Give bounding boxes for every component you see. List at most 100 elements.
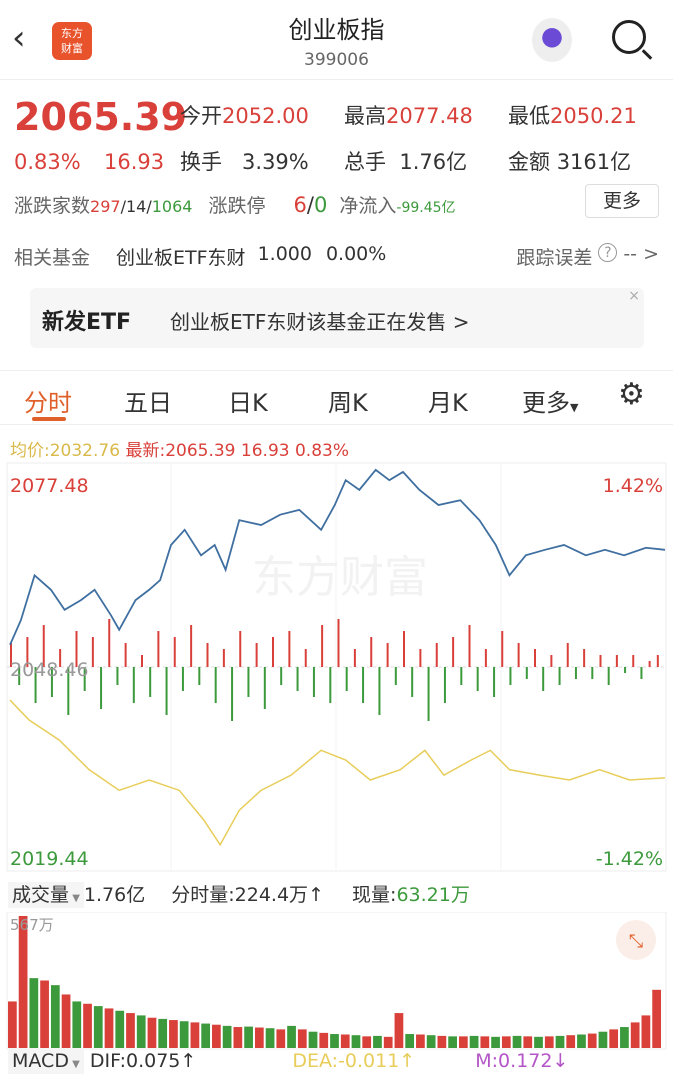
fund-name: 创业板ETF东财 [116, 247, 246, 269]
close-icon[interactable]: × [628, 288, 640, 304]
search-icon[interactable] [612, 20, 646, 54]
volume-chart[interactable]: 567万 ⤡ [0, 912, 673, 1050]
volume-bar [136, 1015, 146, 1048]
volume-bar [587, 1033, 597, 1048]
macd-bar [10, 643, 12, 667]
macd-bar [378, 667, 381, 715]
gear-icon[interactable]: ⚙ [618, 377, 645, 412]
volume-selector-label: 成交量 [12, 884, 70, 906]
help-icon[interactable]: ? [598, 243, 618, 262]
macd-bar [435, 643, 438, 667]
macd-bar [255, 643, 258, 667]
macd-bar [214, 667, 217, 703]
volume-bar [480, 1036, 490, 1048]
volume-bar [287, 1025, 296, 1048]
volume-bar [426, 1035, 436, 1048]
expand-icon: ⤡ [629, 931, 643, 952]
limit-down: 0 [313, 193, 328, 217]
flat-count: /14/ [120, 197, 152, 216]
macd-bar [394, 667, 397, 685]
price-line [9, 468, 666, 646]
tab-intraday[interactable]: 分时 [24, 389, 72, 417]
app-logo: 东方 财富 [52, 22, 92, 60]
tracking-value: -- > [623, 243, 659, 265]
volume-bar [362, 1036, 372, 1048]
active-tab-indicator [32, 417, 66, 421]
macd-bar [558, 667, 561, 685]
volume-bar [351, 1035, 361, 1048]
new-etf-banner[interactable]: 新发ETF 创业板ETF东财该基金正在发售 > × [30, 288, 644, 348]
low-label: 最低 [508, 104, 550, 128]
volume-bar [448, 1036, 457, 1048]
macd-bar [640, 667, 643, 679]
high-value: 2077.48 [386, 104, 473, 128]
banner-text: 创业板ETF东财该基金正在发售 > [170, 310, 470, 334]
minute-volume: 224.4万 [234, 884, 309, 906]
tab-monthly-k[interactable]: 月K [428, 389, 468, 417]
volume-selector[interactable]: 成交量 ▼ [8, 882, 84, 908]
macd-bar [386, 643, 389, 667]
tab-weekly-k[interactable]: 周K [328, 389, 368, 417]
avg-value: 2032.76 [49, 441, 121, 461]
macd-bar [574, 667, 577, 679]
volume-bar [93, 1006, 103, 1048]
macd-bar [149, 667, 152, 697]
macd-dea: DEA:-0.011↑ [292, 1050, 416, 1072]
latest-pct: 0.83% [294, 441, 349, 461]
macd-bar [83, 667, 86, 691]
macd-selector-label: MACD [12, 1050, 69, 1072]
volume-bar [115, 1010, 125, 1048]
macd-bar [476, 667, 479, 691]
macd-bar [190, 625, 193, 667]
intraday-chart[interactable]: 东方财富 2077.48 2048.46 2019.44 1.42% -1.42… [0, 462, 673, 874]
related-fund-row[interactable]: 相关基金 创业板ETF东财 1.000 0.00% 跟踪误差 ? -- > [14, 243, 659, 270]
pct-top-label: 1.42% [603, 475, 663, 497]
macd-bar [124, 643, 127, 667]
volume-bar [566, 1035, 576, 1048]
volume-bar [276, 1029, 286, 1048]
volume-bar [297, 1029, 307, 1048]
macd-m: M:0.172↓ [475, 1050, 569, 1072]
macd-bar [312, 667, 315, 697]
macd-selector[interactable]: MACD ▼ [8, 1048, 84, 1074]
tab-daily-k[interactable]: 日K [228, 389, 268, 417]
volume-bar [491, 1036, 500, 1048]
turnover-value: 3.39% [242, 150, 309, 174]
macd-bar [263, 667, 266, 709]
inflow-label: 净流入 [339, 195, 397, 217]
macd-bar [452, 637, 455, 667]
avg-price-line [9, 699, 666, 847]
macd-dif: DIF:0.075↑ [89, 1050, 197, 1072]
more-button[interactable]: 更多 [585, 184, 659, 218]
macd-bar [42, 625, 45, 667]
macd-bar [132, 667, 135, 703]
macd-bar [501, 631, 504, 667]
macd-bar [370, 637, 373, 667]
header: ‹ 东方 财富 创业板指 399006 [0, 0, 673, 80]
macd-bar [353, 649, 356, 667]
assistant-robot-icon[interactable] [532, 18, 572, 62]
macd-bar [329, 667, 332, 703]
volume-bar [29, 978, 39, 1048]
chevron-left-icon[interactable]: ‹ [12, 18, 26, 58]
volume-bar [83, 1003, 92, 1048]
turnover-label: 换手 [180, 150, 222, 174]
current-volume: 63.21万 [396, 884, 470, 906]
macd-bar [100, 667, 103, 709]
expand-button[interactable] [616, 920, 656, 960]
volume-bar [416, 1034, 425, 1048]
y-top-label: 2077.48 [10, 475, 89, 497]
high-label: 最高 [344, 104, 386, 128]
macd-bar [75, 631, 78, 667]
macd-bar [108, 619, 111, 667]
macd-bar [34, 667, 37, 703]
tab-five-day[interactable]: 五日 [124, 389, 172, 417]
tab-more[interactable]: 更多▼ [522, 383, 578, 418]
volume-bar [598, 1031, 608, 1048]
volume-bar [190, 1022, 200, 1048]
caret-down-icon: ▼ [68, 1059, 80, 1070]
macd-bar [222, 649, 225, 667]
volume-bar [40, 980, 49, 1048]
macd-bar [296, 667, 299, 691]
volume-bar [233, 1027, 243, 1048]
